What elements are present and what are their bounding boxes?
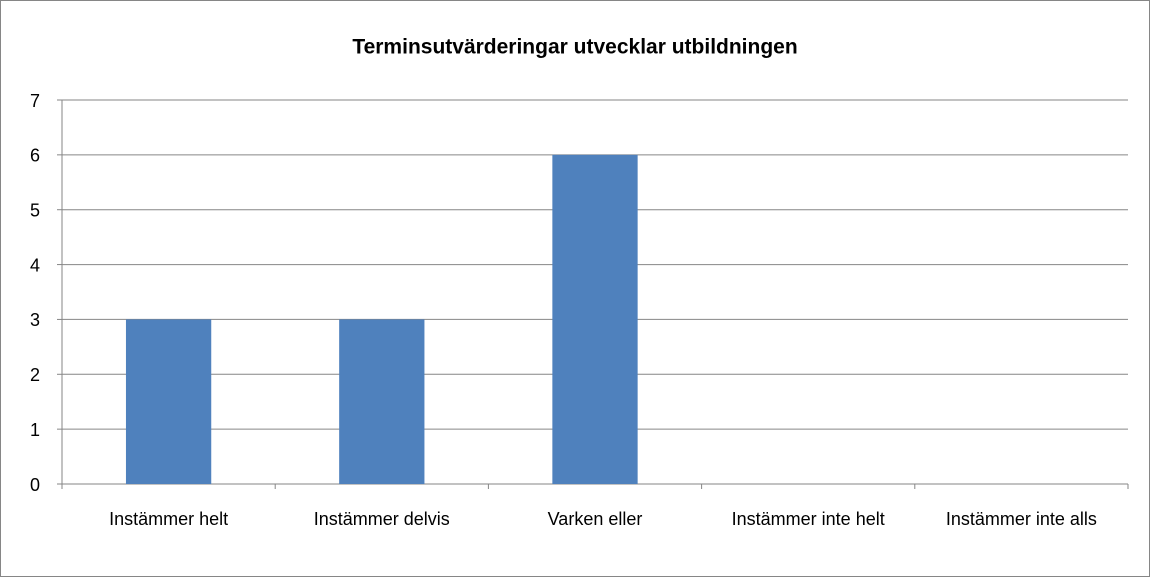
y-tick-label: 2 — [30, 365, 40, 385]
x-tick-label: Instämmer inte alls — [946, 509, 1097, 529]
x-tick-label: Varken eller — [548, 509, 643, 529]
bar — [339, 319, 425, 484]
y-tick-label: 5 — [30, 200, 40, 220]
x-tick-label: Instämmer helt — [109, 509, 228, 529]
bar — [125, 319, 212, 484]
y-tick-label: 0 — [30, 475, 40, 495]
y-tick-label: 4 — [30, 255, 40, 275]
y-tick-label: 3 — [30, 310, 40, 330]
x-tick-label: Instämmer inte helt — [732, 509, 885, 529]
bar — [552, 154, 638, 484]
y-tick-label: 7 — [30, 91, 40, 111]
y-tick-label: 6 — [30, 146, 40, 166]
chart-title: Terminsutvärderingar utvecklar utbildnin… — [352, 36, 797, 59]
y-tick-label: 1 — [30, 420, 40, 440]
x-tick-label: Instämmer delvis — [314, 509, 450, 529]
